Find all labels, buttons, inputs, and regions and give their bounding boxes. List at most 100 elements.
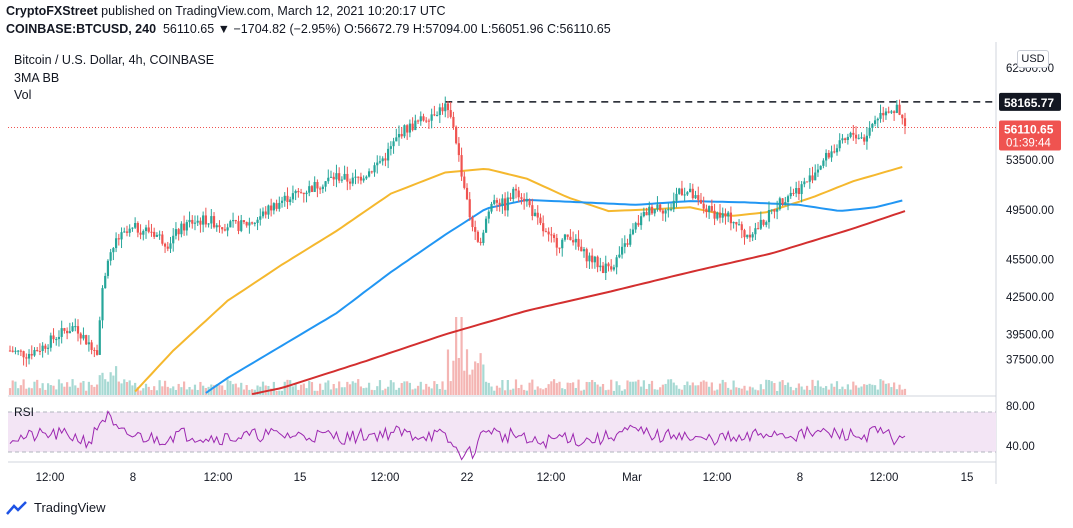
indicator-legend-vol[interactable]: Vol [14,88,32,102]
volume-bar [272,381,275,395]
volume-bar [226,379,229,395]
candle-body [490,203,493,212]
candle-body [52,335,55,340]
candle-body [898,104,901,115]
volume-bar [305,388,308,395]
tradingview-logo[interactable]: TradingView [6,500,106,515]
candle-body [691,188,694,199]
volume-bar [528,382,531,395]
candle-body [901,114,904,119]
volume-bar [106,381,110,395]
volume-bar [381,390,384,395]
candle-body [444,103,447,112]
volume-bar [329,389,333,395]
candle-body [114,238,118,249]
currency-button[interactable]: USD [1017,50,1049,68]
rsi-pane: RSI [8,405,996,461]
volume-bar [365,387,368,395]
volume-bar [743,385,746,395]
volume-bar [338,381,341,395]
candle-body [705,208,708,213]
candle-body [637,222,640,226]
volume-bar [819,386,822,395]
volume-bar [620,390,624,395]
candle-body [558,247,561,249]
volume-bar [493,390,496,395]
candle-body [675,193,678,201]
candle-body [27,353,31,359]
indicator-legend-ma[interactable]: 3MA BB [14,71,60,85]
volume-bar [425,383,428,395]
candle-body [876,118,879,121]
volume-bar [403,381,406,395]
volume-bar [623,389,626,395]
volume-bar [514,379,518,395]
volume-bar [610,379,613,395]
candle-body [455,126,458,144]
candle-body [593,256,596,263]
volume-bar [648,383,651,395]
volume-bar [833,386,836,395]
candle-body [166,246,169,249]
volume-bar [857,387,860,395]
candle-body [599,265,602,268]
candle-body [465,187,469,200]
volume-bar [650,380,654,395]
candle-body [196,220,199,223]
candle-body [596,256,599,268]
volume-bar [865,384,869,395]
candle-body [169,243,172,249]
volume-bar [593,382,596,395]
candle-body [746,234,749,238]
candle-body [85,335,88,345]
volume-bar [30,388,33,395]
volume-bar [139,390,142,395]
candle-body [830,151,833,158]
candle-body [762,219,765,225]
candle-body [680,188,684,195]
candle-body [544,231,548,233]
candle-body [694,195,697,199]
volume-bar [661,384,664,395]
volume-bar [629,381,632,395]
volume-bar [686,381,689,395]
volume-bar [340,387,343,395]
volume-bar [408,382,411,395]
volume-bar [98,375,101,395]
volume-bar [683,385,686,395]
candle-body [650,206,654,214]
volume-bar [612,390,616,395]
candle-body [242,220,246,223]
candle-body [117,238,120,240]
volume-bar [234,383,237,395]
volume-bar [406,381,409,395]
candle-body [180,223,183,235]
volume-bar [506,380,509,395]
volume-bar [816,380,820,395]
time-tick-label: 12:00 [371,472,400,484]
volume-bar [319,383,322,395]
publish-text: published on TradingView.com, March 12, … [97,4,446,18]
candle-body [683,194,686,196]
candle-body [365,176,368,179]
volume-bar [223,389,227,395]
volume-bar [854,385,858,395]
volume-bar [183,381,186,395]
candle-body [833,151,836,153]
candle-body [884,111,888,116]
volume-bar [387,386,390,395]
rsi-tick-label: 80.00 [1006,401,1035,413]
candle-body [25,357,28,359]
volume-bar [180,387,183,395]
candle-body [659,204,662,211]
volume-bar [601,384,605,395]
candle-body [419,116,422,122]
candle-body [55,339,58,341]
candle-body [626,243,629,245]
candle-body [784,202,787,205]
candle-body [283,195,286,201]
volume-bar [849,389,852,395]
candle-body [795,188,798,194]
candle-body [370,171,373,173]
